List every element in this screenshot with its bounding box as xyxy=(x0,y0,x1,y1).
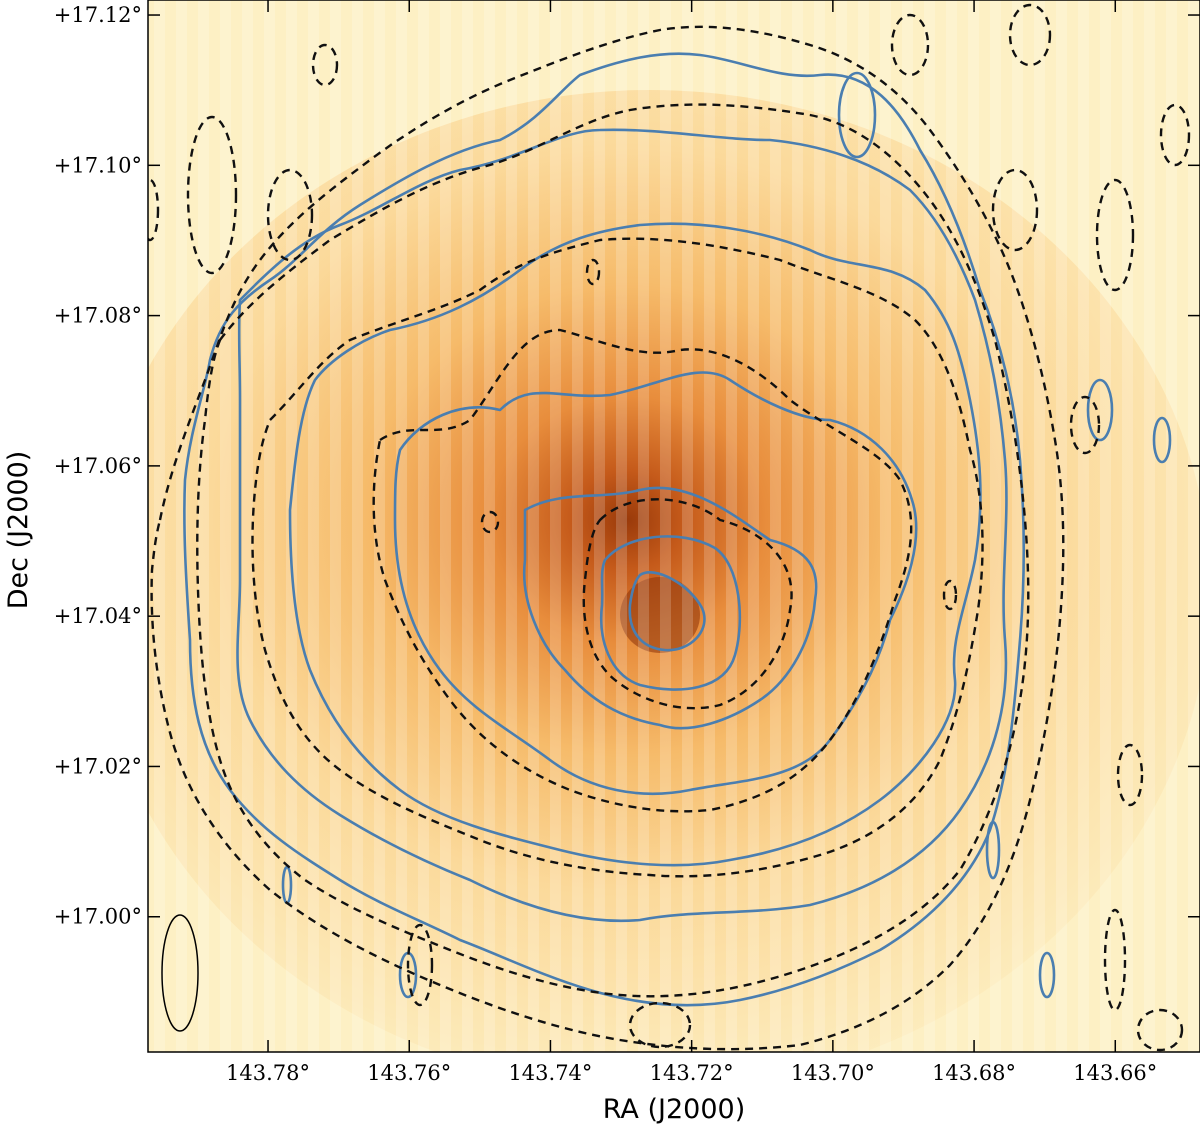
x-tick-label: 143.68° xyxy=(932,1061,1016,1085)
dashed-contour-island-18 xyxy=(148,178,160,242)
beam-ellipse xyxy=(161,914,199,1032)
dashed-contour-island-10 xyxy=(1008,3,1052,67)
x-tick-label: 143.66° xyxy=(1073,1061,1157,1085)
solid-contour-island-7 xyxy=(985,820,1001,880)
x-axis-title: RA (J2000) xyxy=(603,1094,745,1125)
dashed-contour-outer xyxy=(150,25,1065,1051)
solid-contour-5 xyxy=(288,222,982,867)
y-tick-label: +17.00° xyxy=(54,905,142,929)
dashed-contour-island-14 xyxy=(480,510,500,534)
y-tick-label: +17.06° xyxy=(54,454,142,478)
solid-contour-3 xyxy=(522,486,818,730)
y-tick-label: +17.12° xyxy=(54,3,142,27)
dashed-contour-island-13 xyxy=(585,258,601,286)
solid-contour-6 xyxy=(236,128,1008,922)
y-axis-ticks: +17.12° +17.10° +17.08° +17.06° +17.04° +17.0… xyxy=(54,3,1200,929)
y-tick-label: +17.10° xyxy=(54,153,142,177)
y-tick-label: +17.08° xyxy=(54,304,142,328)
dashed-contour-1 xyxy=(372,328,913,813)
dashed-contours xyxy=(148,3,1191,1052)
dashed-contour-island-5 xyxy=(991,168,1039,252)
dashed-contour-island-17 xyxy=(628,1001,692,1049)
dashed-contour-3 xyxy=(196,103,1030,998)
dashed-contour-island-16 xyxy=(406,923,434,1007)
solid-contour-inner xyxy=(628,571,706,652)
y-tick-label: +17.04° xyxy=(54,604,142,628)
solid-contour-island-1 xyxy=(837,71,877,159)
dashed-contour-island-11 xyxy=(890,13,930,77)
dashed-contour-island-2 xyxy=(266,168,314,262)
dashed-contour-island-4 xyxy=(1159,103,1191,167)
plot-frame xyxy=(147,0,1200,1053)
dashed-contour-island-9 xyxy=(1136,1008,1184,1052)
dashed-contour-core xyxy=(582,498,793,710)
x-tick-label: 143.78° xyxy=(226,1061,310,1085)
x-tick-label: 143.72° xyxy=(650,1061,734,1085)
solid-contour-2 xyxy=(600,535,742,691)
solid-contour-island-2 xyxy=(1086,378,1114,442)
dashed-contour-island-15 xyxy=(942,579,958,611)
x-axis-ticks: 143.78° 143.76° 143.74° 143.72° 143.70° 143.6… xyxy=(226,0,1157,1085)
x-tick-label: 143.76° xyxy=(367,1061,451,1085)
dashed-contour-island-6 xyxy=(1069,395,1101,455)
solid-contour-4 xyxy=(393,371,918,796)
x-tick-label: 143.74° xyxy=(508,1061,592,1085)
y-axis-title: Dec (J2000) xyxy=(3,451,34,610)
dashed-contour-island-3 xyxy=(1095,178,1135,292)
solid-contour-island-3 xyxy=(1152,416,1172,464)
image-panel xyxy=(148,0,1200,1052)
dashed-contour-island-8 xyxy=(1103,908,1127,1012)
x-tick-label: 143.70° xyxy=(791,1061,875,1085)
dashed-contour-island-12 xyxy=(311,43,339,87)
solid-contour-island-5 xyxy=(1038,951,1056,999)
dashed-contour-island-7 xyxy=(1116,743,1144,807)
dashed-contour-island-1 xyxy=(186,115,238,275)
y-tick-label: +17.02° xyxy=(54,754,142,778)
